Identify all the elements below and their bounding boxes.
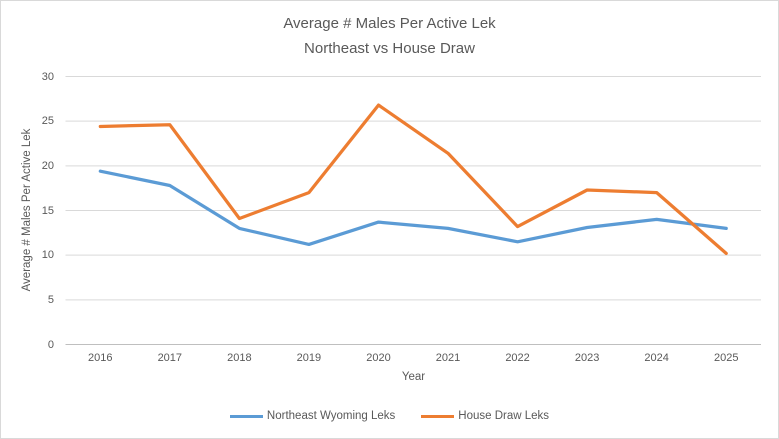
x-tick-label: 2017 (157, 352, 183, 364)
y-axis-title: Average # Males Per Active Lek (21, 128, 33, 292)
legend-line-swatch-blue-icon (229, 414, 263, 418)
x-tick-label: 2025 (713, 352, 739, 364)
chart-title: Average # Males Per Active Lek (283, 15, 496, 32)
series-line-northeast-wyoming-leks (98, 169, 728, 247)
legend-label: Northeast Wyoming Leks (266, 410, 396, 422)
y-tick-label: 10 (41, 249, 54, 262)
x-axis-title: Year (401, 371, 426, 383)
legend: Northeast Wyoming Leks House Draw Leks (1, 407, 778, 425)
y-tick-label: 20 (41, 159, 54, 172)
legend-item-house-draw-leks: House Draw Leks (421, 410, 549, 422)
y-tick-label: 5 (47, 293, 54, 306)
x-tick-label: 2023 (574, 352, 600, 364)
x-tick-label: 2024 (644, 352, 669, 364)
y-tick-label: 30 (41, 70, 54, 83)
chart-subtitle: Northeast vs House Draw (304, 40, 475, 57)
legend-item-northeast-wyoming-leks: Northeast Wyoming Leks (229, 410, 396, 422)
x-tick-label: 2016 (88, 352, 113, 364)
x-tick-label: 2019 (296, 352, 322, 364)
x-tick-label: 2021 (435, 352, 461, 364)
x-tick-label: 2020 (366, 352, 391, 364)
legend-label: House Draw Leks (458, 410, 550, 422)
x-tick-label: 2022 (505, 352, 530, 364)
legend-line-swatch-orange-icon (421, 414, 455, 418)
series-line-house-draw-leks (98, 103, 728, 256)
x-tick-label: 2018 (227, 352, 252, 364)
y-tick-label: 15 (41, 204, 54, 217)
y-tick-label: 0 (47, 338, 54, 351)
y-tick-label: 25 (41, 115, 54, 128)
